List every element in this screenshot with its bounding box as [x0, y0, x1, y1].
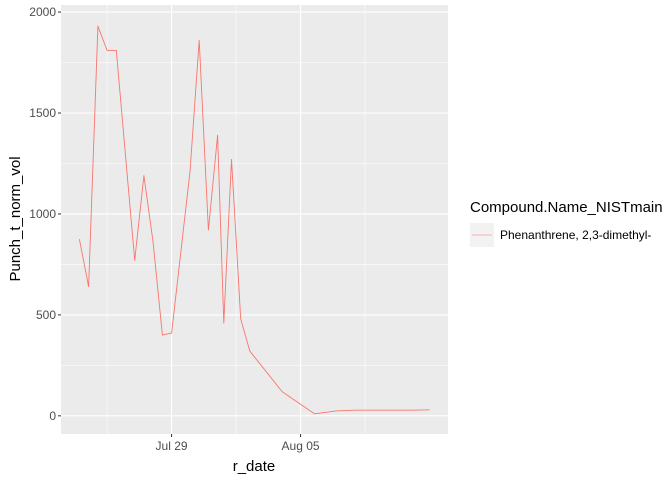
data-point: [88, 286, 90, 288]
data-point: [355, 409, 357, 411]
legend-title: Compound.Name_NISTmain: [470, 199, 663, 216]
x-tick-label: Aug 05: [282, 439, 320, 453]
y-tick-label: 500: [36, 308, 56, 322]
data-point: [217, 134, 219, 136]
data-point: [429, 409, 431, 411]
y-tick-label: 2000: [29, 5, 56, 19]
data-point: [208, 229, 210, 231]
data-point: [373, 409, 375, 411]
data-point: [392, 409, 394, 411]
data-point: [231, 159, 233, 161]
data-point: [189, 171, 191, 173]
data-point: [134, 260, 136, 262]
y-axis: 0 500 1000 1500 2000: [29, 5, 61, 423]
x-axis-title: r_date: [233, 458, 276, 475]
data-point: [198, 40, 200, 42]
data-point: [223, 322, 225, 324]
y-tick-label: 0: [49, 409, 56, 423]
legend: Compound.Name_NISTmain Phenanthrene, 2,3…: [470, 199, 663, 247]
data-point: [79, 238, 81, 240]
data-point: [249, 350, 251, 352]
grid-layer: [61, 5, 448, 434]
x-axis: Jul 29 Aug 05: [156, 434, 320, 453]
x-tick-label: Jul 29: [156, 439, 188, 453]
data-point: [240, 318, 242, 320]
data-point: [281, 391, 283, 393]
series-layer: [78, 25, 431, 415]
data-point: [337, 410, 339, 412]
y-axis-title: Punch_t_norm_vol: [7, 156, 24, 281]
data-point: [314, 413, 316, 415]
series-line: [78, 25, 430, 415]
data-point: [115, 50, 117, 52]
data-point: [171, 332, 173, 334]
data-point: [162, 334, 164, 336]
legend-label: Phenanthrene, 2,3-dimethyl-: [500, 228, 651, 242]
data-point: [143, 175, 145, 177]
plot-panel: [61, 5, 448, 434]
y-tick-label: 1500: [29, 106, 56, 120]
data-point: [106, 50, 108, 52]
data-point: [152, 241, 154, 243]
y-tick-label: 1000: [29, 207, 56, 221]
data-point: [410, 409, 412, 411]
data-point: [97, 25, 99, 27]
